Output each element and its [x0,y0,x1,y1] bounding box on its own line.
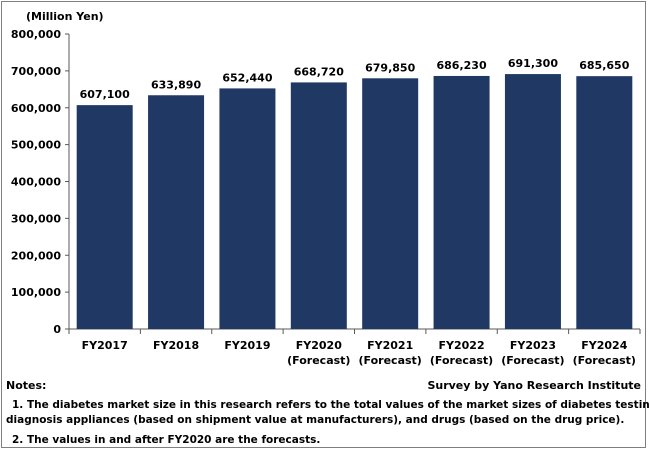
x-tick-label: (Forecast) [359,354,422,367]
bar [76,105,133,330]
note-1-line-1: 1. The diabetes market size in this rese… [12,399,649,411]
bar [362,78,419,329]
x-tick-label: FY2023 [510,339,556,352]
x-tick-label: FY2024 [581,339,627,352]
bar [148,95,205,330]
bar-value-label: 679,850 [365,61,415,74]
note-1-line-2: diagnosis appliances (based on shipment … [6,414,625,426]
x-tick-label: FY2022 [439,339,485,352]
bar-value-label: 686,230 [437,59,487,72]
x-tick-label: (Forecast) [501,354,564,367]
bar-value-label: 691,300 [508,57,558,70]
x-tick-label: FY2018 [153,339,199,352]
x-tick-label: FY2021 [367,339,413,352]
y-tick-label: 800,000 [11,28,61,41]
bar [433,75,490,329]
x-tick-label: (Forecast) [430,354,493,367]
y-tick-label: 200,000 [11,249,61,262]
x-tick-label: FY2020 [296,339,342,352]
bar [576,76,633,329]
bar-value-label: 652,440 [222,71,272,84]
y-tick-label: 700,000 [11,65,61,78]
note-1: 1. The diabetes market size in this rese… [6,398,649,428]
bar-value-label: 668,720 [294,65,344,78]
source-credit: Survey by Yano Research Institute [427,379,641,392]
x-tick-label: FY2017 [82,339,128,352]
bar-value-label: 633,890 [151,78,201,91]
notes-heading: Notes: [6,379,47,392]
y-axis-unit-label: (Million Yen) [26,10,104,23]
bar [290,82,347,329]
x-tick-label: FY2019 [224,339,270,352]
y-tick-label: 500,000 [11,139,61,152]
y-tick-label: 100,000 [11,286,61,299]
bar-value-label: 685,650 [579,59,629,72]
note-2: 2. The values in and after FY2020 are th… [12,434,321,446]
bar [219,88,276,329]
x-tick-label: (Forecast) [287,354,350,367]
bar-chart: 0 100,000 200,000 300,000 400,000 500,000 600,… [11,28,641,367]
y-tick-label: 400,000 [11,176,61,189]
y-tick-label: 300,000 [11,212,61,225]
y-tick-label: 0 [53,323,61,336]
y-tick-label: 600,000 [11,102,61,115]
bar-value-label: 607,100 [80,88,130,101]
bar [504,74,561,329]
x-tick-label: (Forecast) [573,354,636,367]
